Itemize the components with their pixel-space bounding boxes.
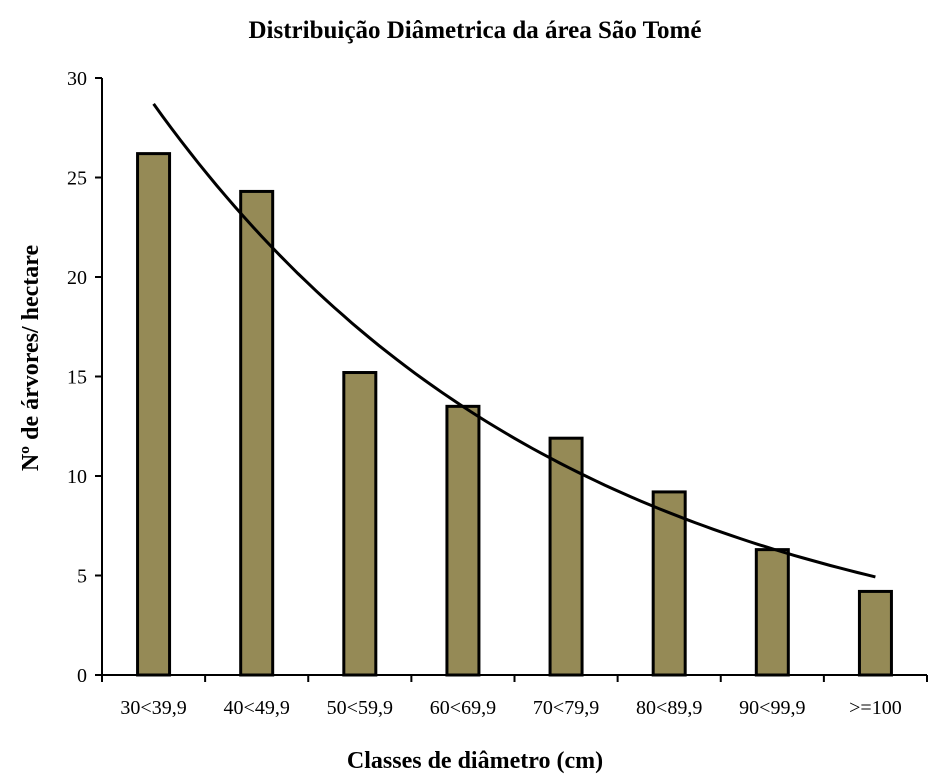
plot-area: 0 5 10 15 20 25 30 30<39,9 40<49,9 50<59,9 60<69,9…	[67, 68, 928, 719]
y-tick-label: 25	[67, 168, 87, 190]
chart-title: Distribuição Diâmetrica da área São Tomé	[249, 17, 702, 44]
x-tick-label: 40<49,9	[224, 697, 290, 719]
y-tick-label: 5	[77, 566, 87, 588]
bar-30<39,9	[136, 152, 172, 677]
y-tick-label: 30	[67, 68, 87, 90]
bar-40<49,9	[239, 189, 275, 677]
x-tick-label: 90<99,9	[739, 697, 805, 719]
x-tick-label: 70<79,9	[533, 697, 599, 719]
bar->=100	[857, 589, 893, 677]
y-tick-label: 0	[77, 665, 87, 687]
x-tick-label: 60<69,9	[430, 697, 496, 719]
bar-60<69,9	[445, 404, 481, 677]
x-tick-label: 50<59,9	[327, 697, 393, 719]
x-tick-label: 80<89,9	[636, 697, 702, 719]
x-axis-label: Classes de diâmetro (cm)	[347, 748, 603, 774]
x-tick-label: 30<39,9	[120, 697, 186, 719]
bar-80<89,9	[651, 490, 687, 677]
trendline-curve	[152, 103, 876, 579]
y-axis-label: Nº de árvores/ hectare	[18, 245, 44, 472]
bar-50<59,9	[342, 371, 378, 677]
y-tick-label: 20	[67, 267, 87, 289]
y-tick-label: 15	[67, 367, 87, 389]
x-tick-label: >=100	[849, 697, 902, 719]
bar-90<99,9	[754, 548, 790, 677]
bar-70<79,9	[548, 436, 584, 677]
y-tick-label: 10	[67, 466, 87, 488]
